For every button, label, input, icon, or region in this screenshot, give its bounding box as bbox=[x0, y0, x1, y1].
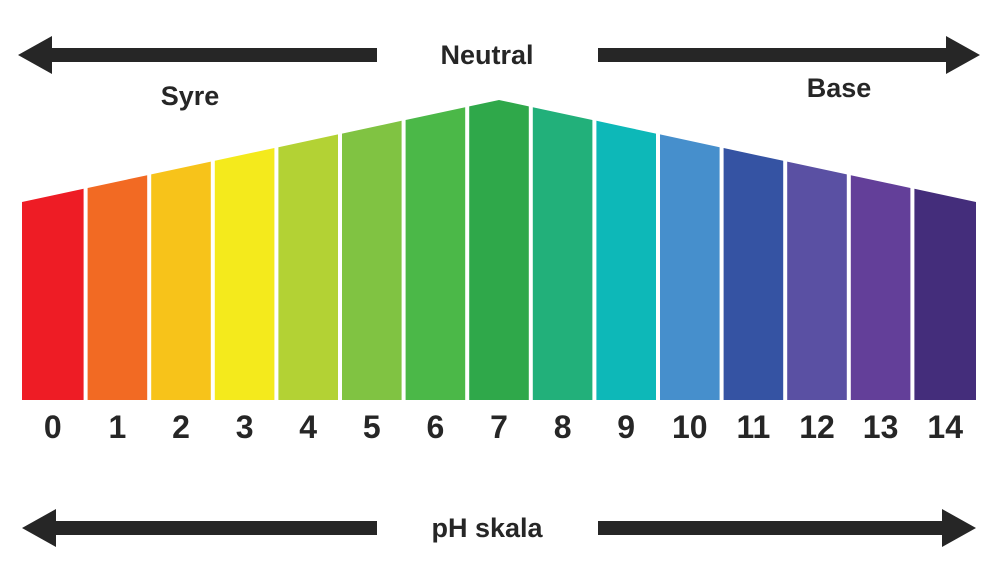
acid-label: Syre bbox=[161, 81, 220, 111]
ph-bar-9 bbox=[596, 120, 656, 401]
ph-bar-5 bbox=[342, 120, 402, 401]
ph-value-5: 5 bbox=[363, 409, 381, 445]
ph-value-4: 4 bbox=[299, 409, 317, 445]
ph-bar-3 bbox=[214, 148, 275, 400]
base-label: Base bbox=[807, 73, 872, 103]
ph-value-labels: 0 1 2 3 4 5 6 7 8 9 10 11 12 13 14 bbox=[44, 409, 963, 445]
top-left-arrow bbox=[18, 36, 377, 74]
ph-value-11: 11 bbox=[736, 409, 770, 445]
ph-value-1: 1 bbox=[109, 409, 127, 445]
ph-bar-1 bbox=[87, 175, 148, 400]
ph-bar-10 bbox=[660, 134, 720, 400]
ph-bar-12 bbox=[787, 161, 847, 400]
ph-bar-14 bbox=[914, 188, 976, 400]
bottom-left-arrow bbox=[22, 509, 377, 547]
ph-bar-13 bbox=[850, 175, 911, 400]
ph-value-2: 2 bbox=[172, 409, 190, 445]
ph-value-3: 3 bbox=[236, 409, 254, 445]
ph-value-9: 9 bbox=[617, 409, 635, 445]
ph-bar-11 bbox=[723, 148, 784, 400]
ph-bar-8 bbox=[532, 107, 593, 400]
ph-bar-6 bbox=[405, 107, 466, 400]
ph-value-7: 7 bbox=[490, 409, 508, 445]
bottom-right-arrow bbox=[598, 509, 976, 547]
ph-bar-7 bbox=[469, 100, 529, 400]
ph-value-12: 12 bbox=[799, 409, 835, 445]
ph-value-6: 6 bbox=[427, 409, 445, 445]
ph-bar-0 bbox=[22, 188, 84, 400]
ph-value-0: 0 bbox=[44, 409, 62, 445]
ph-value-10: 10 bbox=[672, 409, 708, 445]
neutral-label: Neutral bbox=[440, 40, 533, 70]
top-right-arrow bbox=[598, 36, 980, 74]
ph-value-8: 8 bbox=[554, 409, 572, 445]
ph-value-13: 13 bbox=[863, 409, 899, 445]
ph-bar-2 bbox=[151, 161, 211, 400]
ph-color-bars bbox=[22, 100, 976, 401]
ph-bar-4 bbox=[278, 134, 338, 400]
ph-value-14: 14 bbox=[927, 409, 963, 445]
ph-scale-title: pH skala bbox=[431, 513, 543, 543]
